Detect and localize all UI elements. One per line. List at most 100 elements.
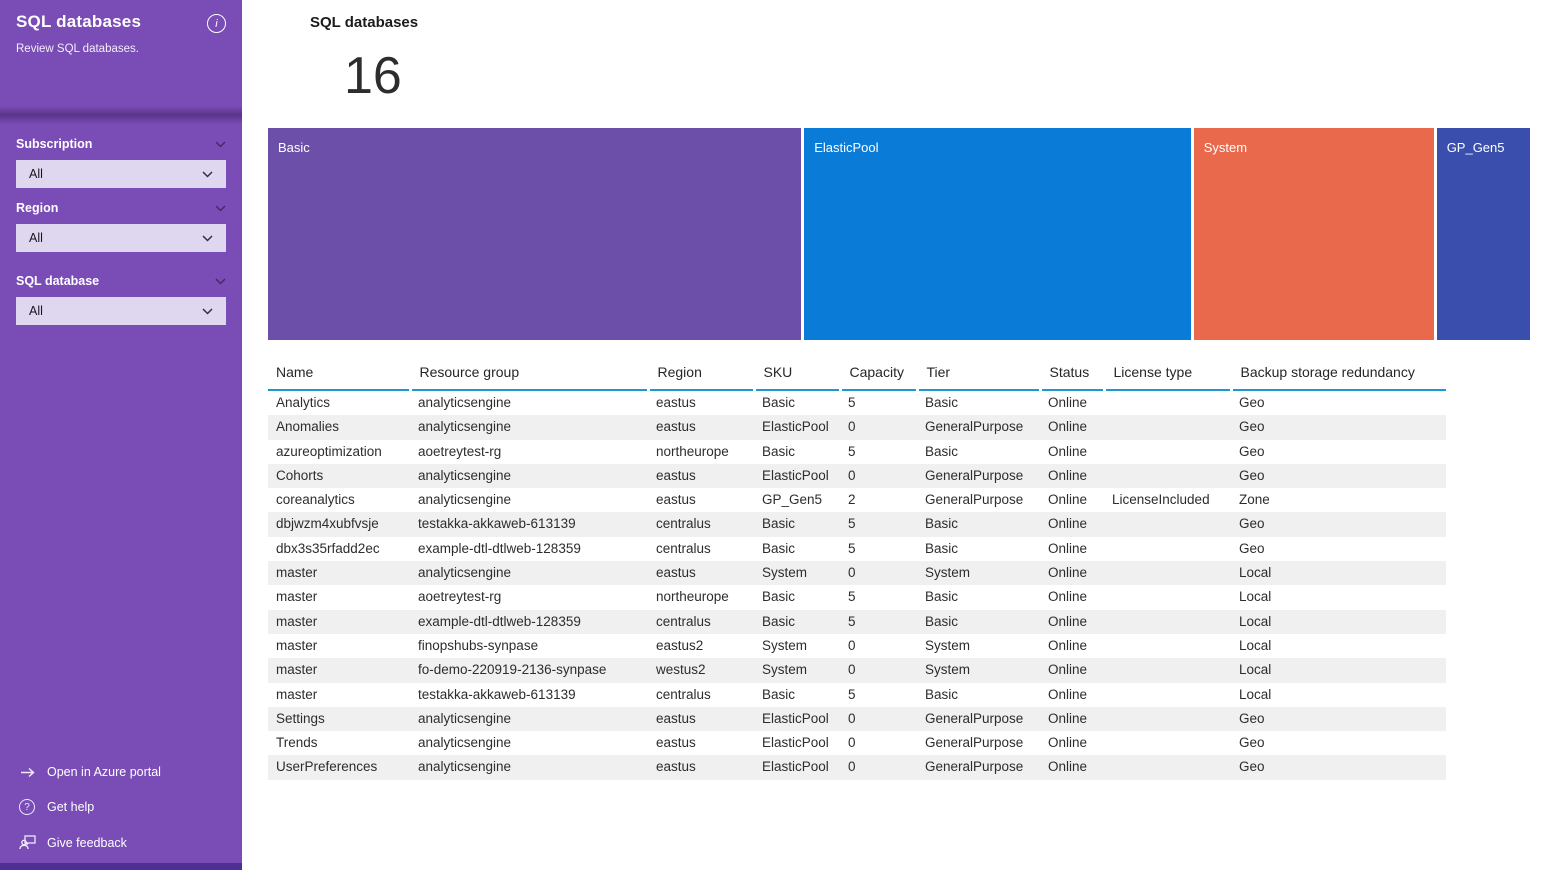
table-row[interactable]: dbx3s35rfadd2ec example-dtl-dtlweb-128359… — [268, 537, 1446, 561]
cell-capacity: 5 — [848, 589, 856, 605]
cell-name: UserPreferences — [268, 755, 410, 780]
table-row[interactable]: master aoetreytest-rg northeurope Basic 5 Bas… — [268, 585, 1446, 609]
cell-tier: GeneralPurpose — [925, 492, 1024, 508]
cell-capacity: 0 — [848, 637, 856, 653]
cell-name: master — [268, 658, 410, 683]
table-row[interactable]: Cohorts analyticsengine eastus ElasticPool 0… — [268, 463, 1446, 489]
table-row[interactable]: Analytics analyticsengine eastus Basic 5 Basi… — [268, 390, 1446, 415]
cell-region: eastus — [656, 395, 696, 410]
column-header-status[interactable]: Status — [1040, 358, 1106, 391]
chevron-down-icon[interactable] — [215, 140, 226, 148]
filter-label-sql-database: SQL database — [16, 274, 100, 288]
cell-backup-storage-redundancy: Geo — [1231, 755, 1446, 780]
filter-group-subscription: Subscription All — [0, 137, 242, 188]
cell-status: Online — [1040, 561, 1104, 586]
cell-backup-storage-redundancy: Geo — [1231, 512, 1446, 537]
cell-name: master — [268, 609, 410, 634]
cell-resource-group: analyticsengine — [418, 492, 512, 508]
databases-grid: Name Resource group Region SKU Capacity Tier S… — [268, 358, 1446, 780]
cell-status: Online — [1048, 637, 1088, 653]
cell-status: Online — [1048, 540, 1088, 556]
cell-status: Online — [1040, 415, 1104, 440]
cell-region: centralus — [656, 540, 711, 556]
cell-status: Online — [1048, 686, 1088, 702]
cell-sku: System — [754, 561, 840, 586]
cell-sku: Basic — [762, 395, 796, 410]
cell-name: Analytics — [276, 395, 331, 410]
treemap-segment-basic[interactable]: Basic — [268, 128, 802, 340]
table-row[interactable]: UserPreferences analyticsengine eastus Elas… — [268, 755, 1446, 780]
cell-license-type — [1104, 634, 1231, 658]
table-row[interactable]: Trends analyticsengine eastus ElasticPool 0 G… — [268, 731, 1446, 755]
cell-sku: Basic — [762, 443, 796, 459]
cell-tier: Basic — [917, 512, 1040, 537]
cell-sku: ElasticPool — [754, 415, 840, 440]
open-in-azure-portal-link[interactable]: Open in Azure portal — [0, 755, 242, 789]
cell-name: master — [276, 686, 318, 702]
chevron-down-icon[interactable] — [215, 277, 226, 285]
dropdown-selected-value: All — [29, 231, 43, 245]
sql-database-dropdown[interactable]: All — [16, 297, 226, 325]
help-icon: ? — [18, 799, 36, 815]
cell-sku: Basic — [762, 589, 796, 605]
cell-status: Online — [1048, 492, 1088, 508]
column-header-resource-group[interactable]: Resource group — [410, 358, 650, 391]
cell-tier: Basic — [925, 540, 959, 556]
table-row[interactable]: master analyticsengine eastus System 0 System… — [268, 561, 1446, 586]
cell-region: eastus — [648, 463, 754, 489]
give-feedback-link[interactable]: Give feedback — [0, 825, 242, 860]
cell-status: Online — [1040, 706, 1104, 732]
treemap-segment-gp_gen5[interactable]: GP_Gen5 — [1436, 128, 1530, 340]
table-row[interactable]: master example-dtl-dtlweb-128359 centralus… — [268, 609, 1446, 634]
table-row[interactable]: Settings analyticsengine eastus ElasticPool… — [268, 706, 1446, 732]
cell-resource-group: analyticsengine — [410, 463, 648, 489]
cell-sku: ElasticPool — [754, 463, 840, 489]
feedback-icon — [18, 835, 36, 850]
column-header-license-type[interactable]: License type — [1104, 358, 1233, 391]
cell-backup-storage-redundancy: Geo — [1239, 540, 1265, 556]
cell-status: Online — [1040, 512, 1104, 537]
column-header-name[interactable]: Name — [268, 358, 412, 391]
cell-license-type — [1104, 390, 1231, 415]
cell-sku: ElasticPool — [754, 706, 840, 732]
cell-tier: Basic — [925, 395, 959, 410]
footer-link-label: Open in Azure portal — [47, 765, 161, 779]
cell-capacity: 0 — [840, 658, 917, 683]
table-row[interactable]: Anomalies analyticsengine eastus ElasticPoo… — [268, 415, 1446, 440]
cell-capacity: 5 — [848, 540, 856, 556]
table-row[interactable]: master finopshubs-synpase eastus2 System 0 Sy… — [268, 634, 1446, 658]
cell-backup-storage-redundancy: Local — [1231, 561, 1446, 586]
footer-link-label: Get help — [47, 800, 95, 814]
column-header-region[interactable]: Region — [648, 358, 756, 391]
table-row[interactable]: coreanalytics analyticsengine eastus GP_Gen… — [268, 488, 1446, 512]
table-row[interactable]: master testakka-akkaweb-613139 centralus Ba… — [268, 683, 1446, 707]
treemap-segment-elasticpool[interactable]: ElasticPool — [804, 128, 1191, 340]
treemap-segment-system[interactable]: System — [1193, 128, 1434, 340]
table-row[interactable]: master fo-demo-220919-2136-synpase westus2… — [268, 658, 1446, 683]
database-count: 16 — [344, 47, 402, 105]
region-dropdown[interactable]: All — [16, 224, 226, 252]
cell-region: centralus — [648, 609, 754, 634]
table-row[interactable]: azureoptimization aoetreytest-rg northeuro… — [268, 440, 1446, 464]
column-header-sku[interactable]: SKU — [754, 358, 842, 391]
get-help-link[interactable]: ? Get help — [0, 789, 242, 825]
column-header-capacity[interactable]: Capacity — [840, 358, 919, 391]
cell-resource-group: analyticsengine — [418, 735, 512, 751]
column-header-tier[interactable]: Tier — [917, 358, 1042, 391]
cell-status: Online — [1040, 463, 1104, 489]
info-icon[interactable]: i — [207, 14, 226, 33]
table-row[interactable]: dbjwzm4xubfvsje testakka-akkaweb-613139 ce… — [268, 512, 1446, 537]
cell-resource-group: testakka-akkaweb-613139 — [410, 512, 648, 537]
cell-name: master — [276, 637, 318, 653]
cell-capacity: 0 — [840, 463, 917, 489]
subscription-dropdown[interactable]: All — [16, 160, 226, 188]
cell-resource-group: example-dtl-dtlweb-128359 — [418, 540, 581, 556]
cell-sku: ElasticPool — [754, 755, 840, 780]
cell-name: Anomalies — [268, 415, 410, 440]
cell-license-type — [1104, 683, 1231, 707]
cell-tier: GeneralPurpose — [917, 415, 1040, 440]
chevron-down-icon[interactable] — [215, 204, 226, 212]
column-header-backup-storage-redundancy[interactable]: Backup storage redundancy — [1231, 358, 1446, 391]
cell-license-type — [1104, 537, 1231, 561]
cell-sku: Basic — [754, 512, 840, 537]
